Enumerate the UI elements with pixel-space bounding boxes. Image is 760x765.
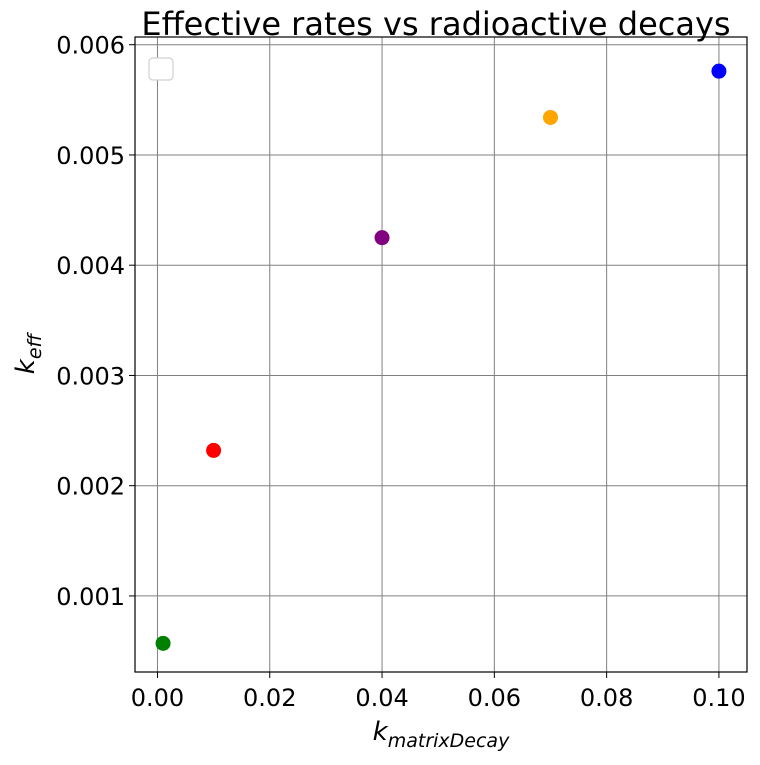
x-tick-label: 0.10 (692, 684, 745, 712)
x-axis-ticks: 0.00 0.02 0.04 0.06 0.08 0.10 (131, 672, 746, 712)
y-tick-label: 0.001 (56, 583, 125, 611)
y-tick-label: 0.006 (56, 32, 125, 60)
y-tick-label: 0.003 (56, 362, 125, 390)
data-point (206, 442, 222, 458)
y-tick-label: 0.005 (56, 142, 125, 170)
x-tick-label: 0.08 (580, 684, 633, 712)
data-point (711, 63, 727, 79)
y-tick-label: 0.002 (56, 473, 125, 501)
x-tick-label: 0.00 (131, 684, 184, 712)
y-axis-ticks: 0.001 0.002 0.003 0.004 0.005 0.006 (56, 32, 135, 611)
x-tick-label: 0.02 (243, 684, 296, 712)
y-axis-label: keff (11, 331, 46, 374)
grid-lines (135, 37, 747, 672)
plot-frame (134, 36, 748, 673)
data-point (155, 635, 171, 651)
y-tick-label: 0.004 (56, 252, 125, 280)
x-tick-label: 0.06 (468, 684, 521, 712)
data-points (155, 63, 727, 651)
x-tick-label: 0.04 (355, 684, 408, 712)
x-axis-label: kmatrixDecay (373, 717, 510, 752)
data-point (374, 230, 390, 246)
data-point (542, 109, 558, 125)
legend-box (148, 57, 174, 81)
